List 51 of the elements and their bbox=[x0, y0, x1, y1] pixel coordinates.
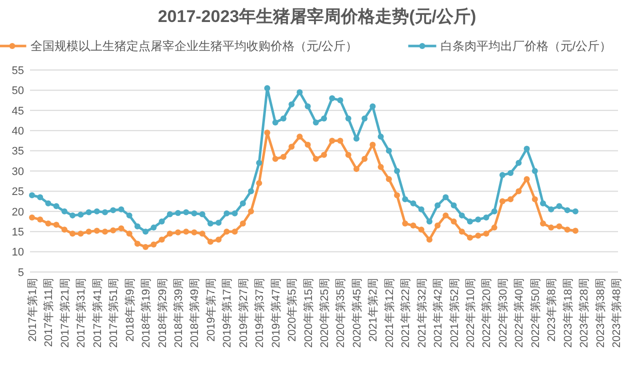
x-tick-label: 2023年第38周 bbox=[594, 278, 607, 348]
legend-label: 全国规模以上生猪定点屠宰企业生猪平均收购价格（元/公斤） bbox=[30, 39, 358, 53]
x-tick-label: 2018年第19周 bbox=[140, 278, 153, 348]
x-tick-label: 2019年第47周 bbox=[270, 278, 282, 348]
x-tick-label: 2019年第17周 bbox=[222, 278, 234, 348]
x-tick-label: 2021年第2周 bbox=[368, 278, 380, 342]
x-tick-label: 2017年第11周 bbox=[43, 278, 56, 347]
x-tick-label: 2019年第27周 bbox=[238, 278, 250, 348]
x-tick-label: 2022年第30周 bbox=[497, 278, 510, 348]
x-tick-label: 2018年第39周 bbox=[173, 278, 185, 348]
x-tick-label: 2020年第5周 bbox=[286, 278, 299, 342]
x-tick-label: 2023年第28周 bbox=[578, 278, 591, 348]
y-tick-label: 45 bbox=[12, 105, 24, 118]
y-tick-label: 40 bbox=[12, 125, 24, 138]
x-tick-label: 2017年第1周 bbox=[27, 278, 39, 342]
x-tick-label: 2017年第31周 bbox=[76, 278, 88, 348]
x-tick-label: 2021年第52周 bbox=[448, 278, 461, 348]
x-tick-label: 2022年第10周 bbox=[465, 278, 477, 348]
y-tick-label: 20 bbox=[12, 206, 24, 218]
y-tick-label: 55 bbox=[12, 64, 24, 77]
y-tick-label: 10 bbox=[12, 246, 24, 259]
x-tick-label: 2017年第21周 bbox=[59, 278, 72, 348]
x-tick-label: 2017年第51周 bbox=[108, 278, 120, 348]
y-tick-label: 50 bbox=[12, 85, 24, 98]
x-tick-label: 2023年第8周 bbox=[546, 278, 558, 342]
x-tick-label: 2018年第49周 bbox=[189, 278, 202, 348]
y-tick-label: 35 bbox=[12, 146, 24, 158]
x-tick-label: 2019年第37周 bbox=[254, 278, 266, 348]
x-tick-label: 2020年第15周 bbox=[302, 278, 315, 348]
x-tick-label: 2021年第32周 bbox=[416, 278, 428, 348]
x-tick-label: 2020年第25周 bbox=[319, 278, 331, 348]
x-tick-label: 2023年第48周 bbox=[611, 278, 623, 348]
x-tick-label: 2022年第50周 bbox=[530, 278, 542, 348]
x-tick-label: 2021年第12周 bbox=[384, 278, 396, 348]
y-tick-label: 25 bbox=[12, 186, 24, 198]
x-tick-label: 2022年第40周 bbox=[514, 278, 526, 348]
x-tick-label: 2017年第41周 bbox=[92, 278, 104, 348]
chart-title: 2017-2023年生猪屠宰周价格走势(元/公斤) bbox=[158, 7, 476, 26]
x-tick-label: 2018年第29周 bbox=[156, 278, 169, 348]
x-tick-label: 2021年第22周 bbox=[400, 278, 412, 348]
x-tick-label: 2022年第20周 bbox=[481, 278, 494, 348]
y-tick-label: 30 bbox=[12, 166, 24, 178]
x-tick-label: 2021年第42周 bbox=[432, 278, 445, 348]
x-tick-label: 2020年第45周 bbox=[351, 278, 364, 348]
y-tick-label: 15 bbox=[12, 226, 24, 238]
y-tick-label: 5 bbox=[18, 266, 24, 279]
legend-label: 白条肉平均出厂价格（元/公斤） bbox=[440, 39, 612, 53]
x-tick-label: 2019年第7周 bbox=[205, 278, 218, 342]
x-tick-label: 2020年第35周 bbox=[335, 278, 348, 348]
x-tick-label: 2018年第9周 bbox=[124, 278, 136, 342]
x-tick-label: 2023年第18周 bbox=[562, 278, 574, 348]
